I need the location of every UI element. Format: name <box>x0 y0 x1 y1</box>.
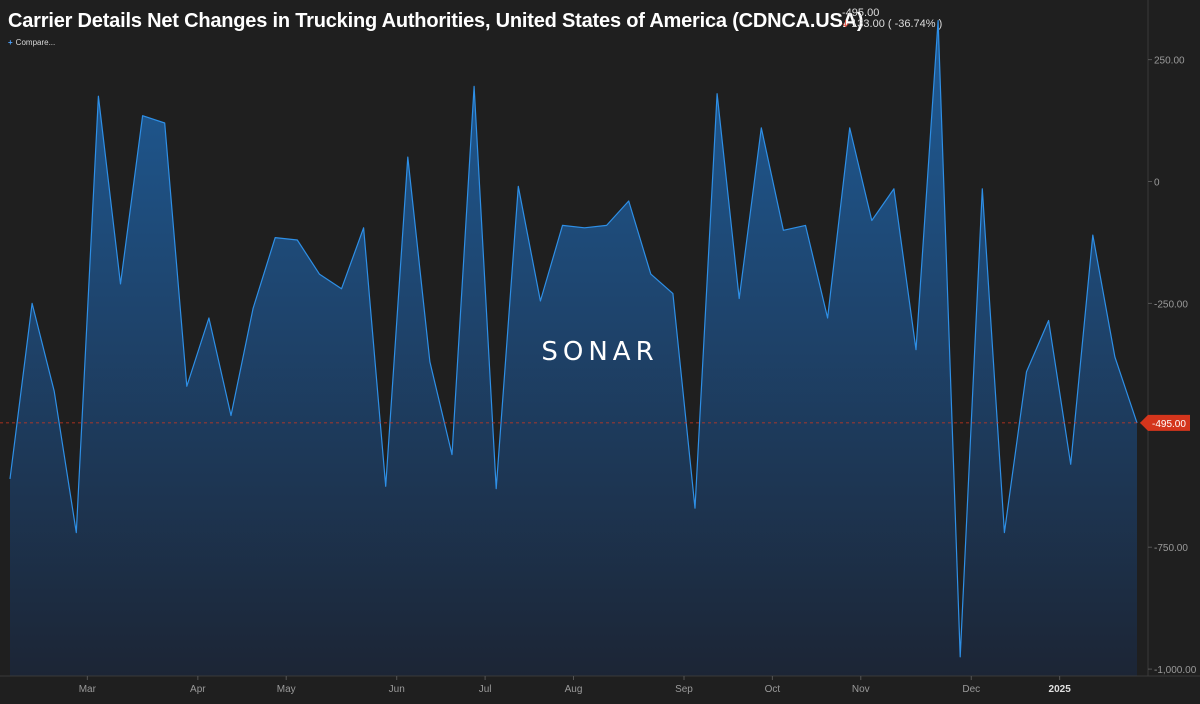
data-point[interactable] <box>1113 355 1117 359</box>
data-point[interactable] <box>384 484 388 488</box>
data-point[interactable] <box>737 297 741 301</box>
data-point[interactable] <box>848 126 852 130</box>
data-point[interactable] <box>958 655 962 659</box>
x-tick-label: 2025 <box>1049 684 1072 695</box>
sonar-watermark: SONAR <box>541 337 658 367</box>
last-value-badge: -495.00 <box>1140 414 1190 431</box>
data-point[interactable] <box>251 306 255 310</box>
x-tick-label: Sep <box>675 684 693 695</box>
data-point[interactable] <box>870 219 874 223</box>
data-point[interactable] <box>141 114 145 118</box>
x-tick-label: May <box>277 684 296 695</box>
x-tick-label: Dec <box>962 684 980 695</box>
data-point[interactable] <box>229 414 233 418</box>
price-summary: -495.00 🡫 133.00 ( -36.74% ) <box>842 7 943 31</box>
data-point[interactable] <box>516 184 520 188</box>
data-point[interactable] <box>362 226 366 230</box>
data-point[interactable] <box>494 487 498 491</box>
data-point[interactable] <box>96 94 100 98</box>
data-point[interactable] <box>185 384 189 388</box>
data-point[interactable] <box>1002 531 1006 535</box>
compare-button[interactable]: + Compare... <box>8 38 55 47</box>
x-tick-label: Jul <box>479 684 492 695</box>
series-line <box>9 20 1138 658</box>
plot-area: SONAR <box>0 19 1148 677</box>
y-tick-label: -750.00 <box>1154 543 1188 554</box>
data-point[interactable] <box>1025 370 1029 374</box>
data-point[interactable] <box>119 282 123 286</box>
data-point[interactable] <box>627 199 631 203</box>
data-point[interactable] <box>781 228 785 232</box>
data-point[interactable] <box>74 531 78 535</box>
data-point[interactable] <box>583 226 587 230</box>
data-point[interactable] <box>1047 319 1051 323</box>
chart-title: Carrier Details Net Changes in Trucking … <box>8 10 864 32</box>
data-point[interactable] <box>472 84 476 88</box>
y-tick-label: -250.00 <box>1154 299 1188 310</box>
plus-icon: + <box>8 38 13 47</box>
compare-label: Compare... <box>15 38 56 47</box>
data-point[interactable] <box>406 155 410 159</box>
y-tick-label: -1,000.00 <box>1154 665 1197 676</box>
data-point[interactable] <box>273 236 277 240</box>
data-point[interactable] <box>693 506 697 510</box>
data-point[interactable] <box>759 126 763 130</box>
data-point[interactable] <box>52 389 56 393</box>
area-fill <box>10 20 1137 677</box>
data-point[interactable] <box>936 19 940 23</box>
data-point[interactable] <box>826 316 830 320</box>
data-point[interactable] <box>207 316 211 320</box>
x-tick-label: Jun <box>389 684 405 695</box>
data-point[interactable] <box>715 92 719 96</box>
data-point[interactable] <box>1069 462 1073 466</box>
data-point[interactable] <box>8 477 12 481</box>
data-point[interactable] <box>1091 233 1095 237</box>
data-point[interactable] <box>671 292 675 296</box>
data-point[interactable] <box>340 287 344 291</box>
x-axis: Mar Apr May Jun Jul Aug Sep Oct Nov Dec 2025 <box>0 675 1200 695</box>
data-point[interactable] <box>538 299 542 303</box>
data-point[interactable] <box>163 121 167 125</box>
last-value: -495.00 <box>842 7 880 19</box>
y-axis: 250.000-250.00-495.00-750.00-1,000.00-49… <box>1140 0 1197 676</box>
data-point[interactable] <box>914 348 918 352</box>
data-point[interactable] <box>317 272 321 276</box>
x-tick-label: Mar <box>79 684 97 695</box>
x-tick-label: Aug <box>565 684 583 695</box>
y-tick-label: 250.00 <box>1154 56 1185 67</box>
x-tick-label: Apr <box>190 684 206 695</box>
data-point[interactable] <box>649 272 653 276</box>
data-point[interactable] <box>295 238 299 242</box>
data-point[interactable] <box>804 223 808 227</box>
data-point[interactable] <box>892 187 896 191</box>
data-point[interactable] <box>605 223 609 227</box>
change-value: 133.00 ( -36.74% ) <box>851 18 943 30</box>
last-value-badge-label: -495.00 <box>1152 419 1186 430</box>
down-arrow-icon: 🡫 <box>842 19 850 30</box>
x-tick-label: Nov <box>852 684 870 695</box>
x-tick-label: Oct <box>765 684 781 695</box>
data-point[interactable] <box>450 453 454 457</box>
data-point[interactable] <box>30 301 34 305</box>
data-point[interactable] <box>561 223 565 227</box>
data-point[interactable] <box>980 187 984 191</box>
data-point[interactable] <box>428 360 432 364</box>
y-tick-label: 0 <box>1154 178 1160 189</box>
